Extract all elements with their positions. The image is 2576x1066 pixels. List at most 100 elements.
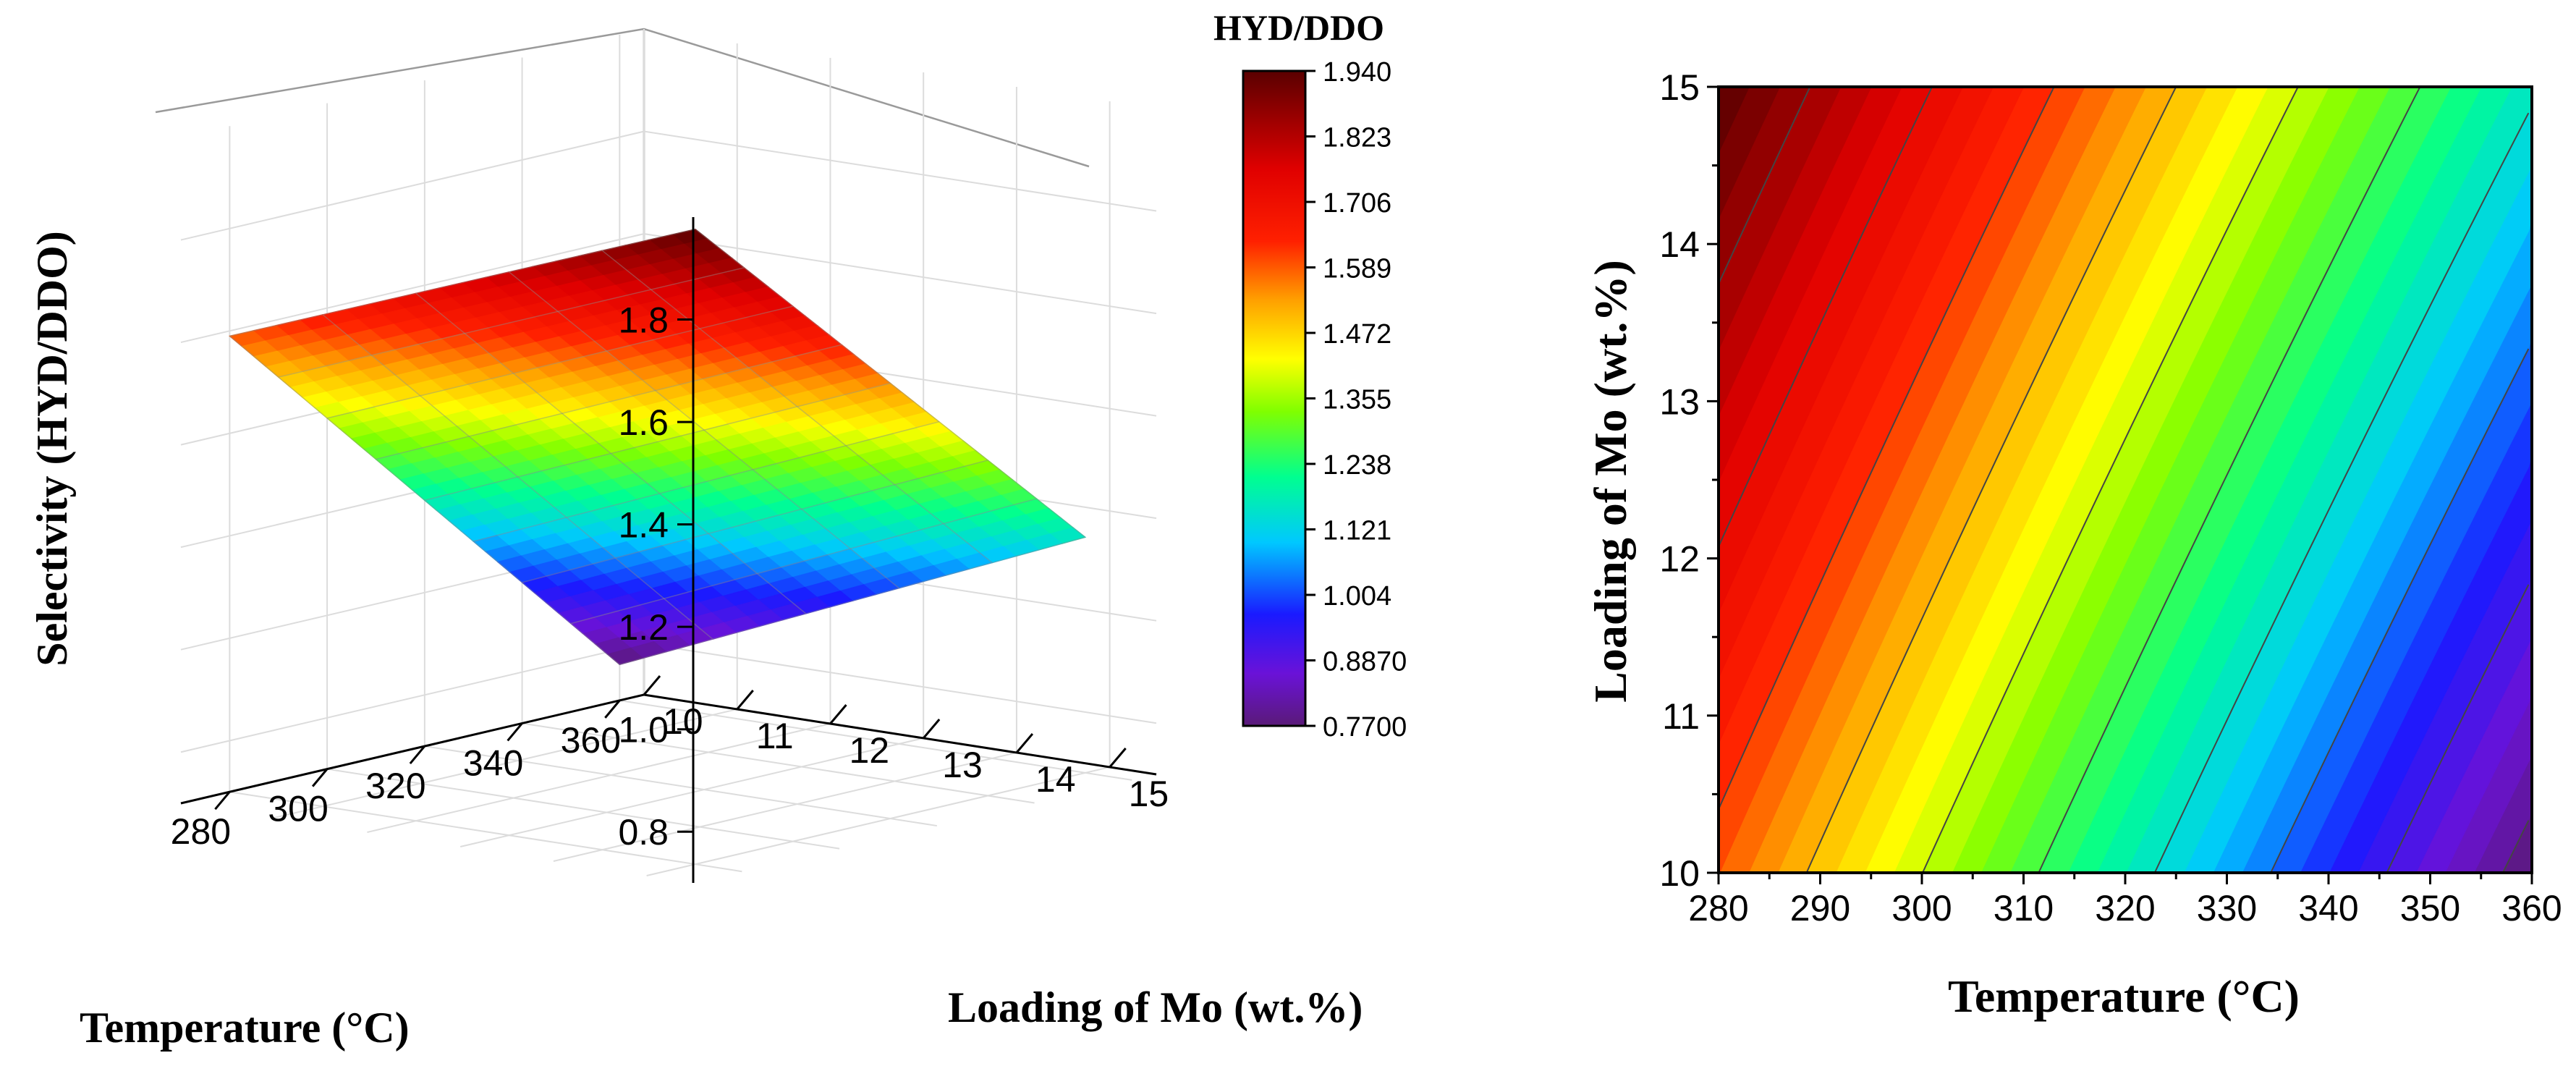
gridline-x-floor xyxy=(229,791,742,873)
colorbar: HYD/DDO 1.9401.8231.7061.5891.4721.3551.… xyxy=(1213,7,1407,743)
gridline-x-floor xyxy=(619,699,1132,781)
gridline-x-floor xyxy=(326,768,840,850)
contour-x-tick-label: 330 xyxy=(2197,888,2257,928)
surface-y-tick-label: 11 xyxy=(756,716,794,756)
contour-y-tick-label: 10 xyxy=(1659,853,1700,894)
contour-x-tick-label: 280 xyxy=(1688,888,1748,928)
surface-x-tick-label: 280 xyxy=(171,811,231,852)
contour-x-tick-label: 360 xyxy=(2501,888,2562,928)
contour-x-tick-label: 310 xyxy=(1994,888,2054,928)
surface-x-tick-label: 340 xyxy=(463,743,523,783)
colorbar-tick-label: 1.472 xyxy=(1323,319,1391,350)
gridline-y-floor xyxy=(367,723,831,833)
surface-x-axis-line xyxy=(180,693,645,805)
colorbar-tick-label: 1.589 xyxy=(1323,254,1391,284)
surface-x-tick xyxy=(604,699,621,719)
surface-wire xyxy=(415,292,807,614)
colorbar-tick-label: 1.940 xyxy=(1323,57,1391,88)
contour-x-axis-title: Temperature (°C) xyxy=(1948,970,2300,1022)
contour-chart: 280 290 300 310 320 330 340 350 360101112131415 … xyxy=(1585,67,2562,1022)
surface-y-tick xyxy=(643,675,661,695)
surface-z-axis-title: Selectivity (HYD/DDO) xyxy=(28,231,76,667)
colorbar-tick-label: 1.706 xyxy=(1323,188,1391,219)
colorbar-title: HYD/DDO xyxy=(1213,7,1384,48)
surface-wire xyxy=(473,420,940,542)
contour-fill xyxy=(1718,86,2533,873)
contour-x-tick-label: 300 xyxy=(1891,888,1952,928)
contour-y-tick-label: 15 xyxy=(1659,67,1700,108)
surface-x-tick-label: 360 xyxy=(561,720,621,761)
surface-z-tick-label: 1.4 xyxy=(618,505,669,546)
contour-line xyxy=(2502,820,2530,873)
surface-y-tick xyxy=(829,704,847,724)
contour-line xyxy=(1718,86,1933,546)
surface-wire xyxy=(322,314,713,640)
surface-z-tick-label: 1.0 xyxy=(618,710,669,750)
surface-y-tick-label: 12 xyxy=(849,730,889,771)
surface-z-tick-label: 0.8 xyxy=(618,812,669,853)
surface-y-tick xyxy=(923,719,941,739)
surface-x-tick xyxy=(409,745,425,765)
surface-wire xyxy=(229,228,696,337)
contour-y-tick-label: 11 xyxy=(1662,696,1700,737)
contour-line xyxy=(1718,86,1811,284)
surface-x-axis-title: Temperature (°C) xyxy=(80,1004,410,1052)
contour-y-tick-label: 14 xyxy=(1659,224,1700,265)
surface-wire xyxy=(424,382,891,502)
surface-wire xyxy=(570,498,1037,625)
surface-wire xyxy=(229,335,620,665)
surface-wire xyxy=(619,536,1086,666)
surface-wire xyxy=(522,460,988,583)
surface-x-tick xyxy=(311,768,329,787)
gridline-y-floor xyxy=(274,708,737,818)
colorbar-gradient xyxy=(1242,69,1307,727)
contour-x-tick-label: 340 xyxy=(2298,888,2358,928)
colorbar-tick-label: 1.823 xyxy=(1323,123,1391,153)
surface-patch xyxy=(606,647,644,666)
surface-y-tick xyxy=(736,690,754,710)
surface-y-tick-label: 10 xyxy=(663,701,703,742)
surface-x-tick xyxy=(507,722,523,742)
surface-z-tick-label: 1.2 xyxy=(618,607,669,648)
colorbar-tick-label: 1.238 xyxy=(1323,450,1391,481)
surface-y-axis-title: Loading of Mo (wt.%) xyxy=(948,983,1363,1031)
surface-wire xyxy=(509,271,899,589)
gridline-x-floor xyxy=(522,722,1035,804)
surface-mesh xyxy=(229,228,1087,666)
contour-y-axis-title: Loading of Mo (wt.%) xyxy=(1585,260,1636,703)
surface-y-tick xyxy=(1109,748,1127,768)
gridline-y-floor xyxy=(553,752,1017,862)
surface-wire xyxy=(278,267,745,378)
surface-y-tick xyxy=(1015,733,1034,753)
surface-y-tick-label: 15 xyxy=(1129,774,1169,814)
surface-x-tick-label: 300 xyxy=(268,789,328,829)
surface-x-tick xyxy=(214,791,231,811)
surface-z-tick-label: 1.6 xyxy=(618,402,669,443)
contour-line xyxy=(1805,86,2177,873)
surface-wire xyxy=(695,229,1086,538)
contour-lines xyxy=(1718,86,2530,873)
contour-line xyxy=(1719,86,2055,808)
gridline-x-floor xyxy=(424,745,937,827)
surface-wire xyxy=(601,250,993,564)
surface-y-tick-label: 14 xyxy=(1035,759,1076,800)
colorbar-tick-label: 1.121 xyxy=(1323,516,1391,546)
surface-y-axis-line xyxy=(643,693,1157,776)
contour-axis-ticks: 280 290 300 310 320 330 340 350 360 10 11 12 13 14 15 xyxy=(1659,67,2562,928)
surface-x-tick-label: 320 xyxy=(365,766,425,806)
gridline-y-floor xyxy=(459,737,924,847)
surface-wire xyxy=(326,305,793,419)
colorbar-tick-label: 1.004 xyxy=(1323,581,1391,612)
contour-line xyxy=(1922,86,2299,873)
colorbar-tick-label: 0.8870 xyxy=(1323,647,1407,677)
colorbar-ticks: 1.940 1.823 1.706 1.589 1.472 1.355 1.238 1.121… xyxy=(1305,57,1407,743)
colorbar-tick-label: 0.7700 xyxy=(1323,712,1407,743)
contour-line xyxy=(2270,348,2530,873)
contour-line xyxy=(2386,584,2530,873)
contour-x-tick-label: 320 xyxy=(2095,888,2155,928)
surface-chart: 280 300 320 340 360 10 11 12 13 14 15 0.8 1.0 1.2 1.4 1… xyxy=(28,7,1407,1052)
surface-z-tick-label: 1.8 xyxy=(618,300,669,341)
surface-y-tick-label: 13 xyxy=(942,745,983,785)
surface-axis-ticks: 280 300 320 340 360 10 11 12 13 14 15 0.8 1.0 1.2 1.4 1… xyxy=(171,217,1169,883)
